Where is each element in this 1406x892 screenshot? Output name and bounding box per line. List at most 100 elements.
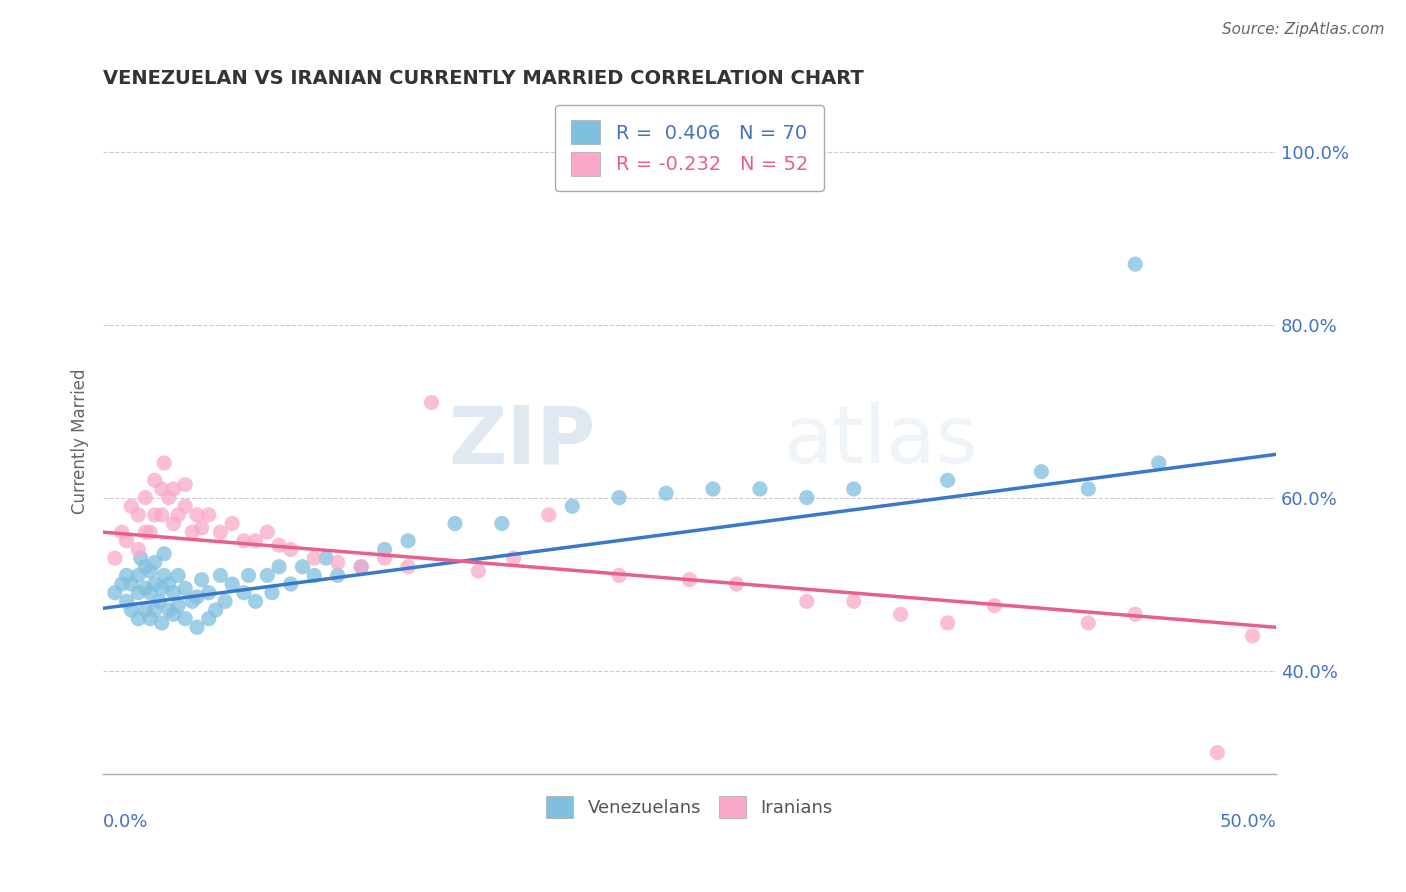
Point: [267, 559, 290, 574]
Text: ZIP: ZIP: [449, 402, 596, 481]
Point: [1031, 465, 1053, 479]
Point: [374, 542, 396, 557]
Point: [197, 612, 219, 626]
Point: [214, 594, 236, 608]
Point: [181, 594, 204, 608]
Point: [1123, 607, 1146, 622]
Point: [256, 525, 278, 540]
Point: [302, 551, 325, 566]
Point: [150, 615, 173, 630]
Point: [491, 516, 513, 531]
Y-axis label: Currently Married: Currently Married: [72, 368, 89, 514]
Point: [983, 599, 1005, 613]
Point: [260, 585, 283, 599]
Point: [396, 559, 419, 574]
Point: [167, 568, 190, 582]
Point: [190, 573, 212, 587]
Point: [890, 607, 912, 622]
Point: [936, 473, 959, 487]
Point: [1206, 746, 1229, 760]
Point: [167, 599, 190, 613]
Text: VENEZUELAN VS IRANIAN CURRENTLY MARRIED CORRELATION CHART: VENEZUELAN VS IRANIAN CURRENTLY MARRIED …: [103, 69, 863, 87]
Point: [1241, 629, 1264, 643]
Point: [157, 577, 180, 591]
Point: [134, 603, 156, 617]
Point: [120, 603, 142, 617]
Point: [127, 568, 149, 582]
Point: [181, 525, 204, 540]
Point: [655, 486, 678, 500]
Legend: Venezuelans, Iranians: Venezuelans, Iranians: [538, 789, 841, 825]
Point: [157, 491, 180, 505]
Point: [197, 508, 219, 522]
Text: 0.0%: 0.0%: [103, 814, 149, 831]
Point: [186, 508, 208, 522]
Point: [396, 533, 419, 548]
Point: [221, 577, 243, 591]
Point: [150, 582, 173, 596]
Point: [120, 577, 142, 591]
Point: [796, 491, 818, 505]
Point: [111, 525, 134, 540]
Point: [143, 473, 166, 487]
Point: [153, 547, 176, 561]
Point: [186, 590, 208, 604]
Point: [162, 482, 184, 496]
Point: [796, 594, 818, 608]
Point: [350, 559, 373, 574]
Point: [143, 556, 166, 570]
Point: [209, 568, 232, 582]
Point: [150, 508, 173, 522]
Text: atlas: atlas: [783, 402, 977, 481]
Point: [115, 533, 138, 548]
Point: [162, 585, 184, 599]
Point: [702, 482, 724, 496]
Point: [1147, 456, 1170, 470]
Point: [561, 500, 583, 514]
Point: [174, 612, 197, 626]
Point: [725, 577, 748, 591]
Point: [302, 568, 325, 582]
Point: [143, 577, 166, 591]
Point: [134, 525, 156, 540]
Point: [153, 568, 176, 582]
Point: [127, 542, 149, 557]
Point: [291, 559, 314, 574]
Point: [134, 582, 156, 596]
Point: [232, 533, 254, 548]
Point: [607, 491, 630, 505]
Point: [420, 395, 443, 409]
Point: [148, 594, 170, 608]
Text: Source: ZipAtlas.com: Source: ZipAtlas.com: [1222, 22, 1385, 37]
Point: [245, 594, 267, 608]
Point: [502, 551, 524, 566]
Point: [245, 533, 267, 548]
Point: [267, 538, 290, 552]
Point: [139, 525, 162, 540]
Point: [842, 482, 865, 496]
Point: [162, 607, 184, 622]
Point: [221, 516, 243, 531]
Point: [139, 612, 162, 626]
Point: [127, 612, 149, 626]
Point: [537, 508, 560, 522]
Point: [167, 508, 190, 522]
Point: [120, 500, 142, 514]
Point: [326, 556, 349, 570]
Point: [444, 516, 467, 531]
Point: [315, 551, 337, 566]
Point: [209, 525, 232, 540]
Point: [1077, 482, 1099, 496]
Point: [238, 568, 260, 582]
Point: [111, 577, 134, 591]
Point: [326, 568, 349, 582]
Point: [280, 577, 302, 591]
Point: [127, 508, 149, 522]
Point: [174, 500, 197, 514]
Point: [134, 491, 156, 505]
Point: [748, 482, 770, 496]
Point: [115, 594, 138, 608]
Point: [197, 585, 219, 599]
Point: [280, 542, 302, 557]
Point: [936, 615, 959, 630]
